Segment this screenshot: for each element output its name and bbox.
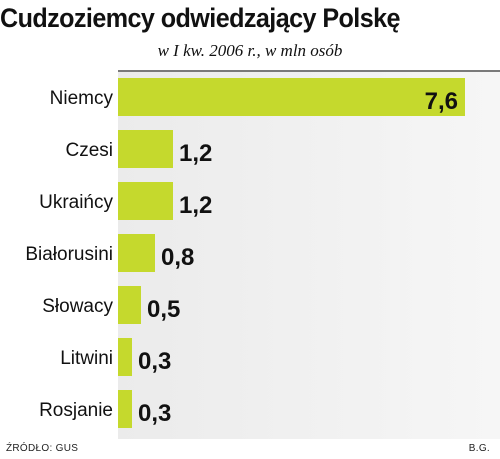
bar-slowacy <box>118 286 141 324</box>
plot-area <box>118 72 500 439</box>
chart-subtitle: w I kw. 2006 r., w mln osób <box>157 41 343 60</box>
top-rule <box>118 70 500 72</box>
bar-rosjanie <box>118 390 132 428</box>
value-label-niemcy: 7,6 <box>425 88 458 115</box>
category-label-bialorusini: Białorusini <box>25 244 113 265</box>
bar-ukraincy <box>118 182 173 220</box>
bar-czesi <box>118 130 173 168</box>
bar-niemcy <box>118 78 465 116</box>
chart-title: Cudzoziemcy odwiedzający Polskę <box>0 3 401 33</box>
value-label-ukraincy: 1,2 <box>179 192 212 219</box>
category-label-rosjanie: Rosjanie <box>39 400 113 421</box>
value-label-slowacy: 0,5 <box>147 296 180 323</box>
bar-bialorusini <box>118 234 155 272</box>
author-credit: B.G. <box>468 443 490 454</box>
value-label-bialorusini: 0,8 <box>161 244 194 271</box>
category-label-niemcy: Niemcy <box>50 88 114 109</box>
category-label-czesi: Czesi <box>65 140 113 161</box>
bar-litwini <box>118 338 132 376</box>
category-label-ukraincy: Ukraińcy <box>39 192 113 213</box>
value-label-czesi: 1,2 <box>179 140 212 167</box>
value-label-litwini: 0,3 <box>138 348 171 375</box>
source-note: ŹRÓDŁO: GUS <box>6 443 79 454</box>
category-label-slowacy: Słowacy <box>42 296 113 317</box>
value-label-rosjanie: 0,3 <box>138 400 171 427</box>
category-label-litwini: Litwini <box>60 348 113 369</box>
